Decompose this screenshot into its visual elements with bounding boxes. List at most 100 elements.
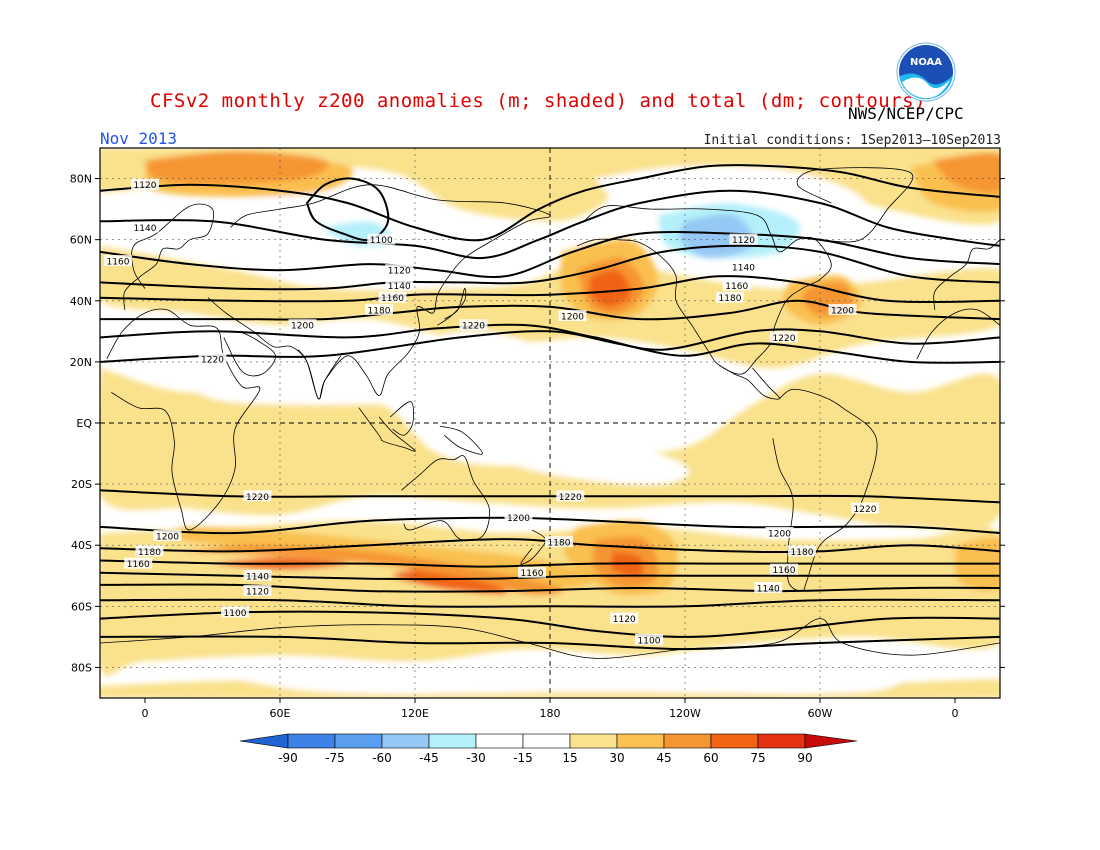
lon-tick-label: 60E (270, 707, 291, 720)
contour-label-bg (104, 255, 132, 267)
colorbar-label: 30 (609, 751, 624, 765)
coastline (933, 239, 1000, 310)
contour-label-bg (131, 178, 159, 190)
contour-label: 1120 (388, 267, 411, 277)
contour-label: 1140 (246, 572, 269, 582)
lat-tick-label: 80N (70, 173, 92, 186)
contour-label: 1120 (134, 181, 157, 191)
lat-tick-label: 60S (71, 600, 92, 613)
contour-label-bg (556, 490, 585, 502)
colorbar-swatch (616, 733, 665, 749)
contour-label-bg (610, 612, 639, 624)
coastline (390, 401, 414, 436)
contour-label: 1120 (732, 236, 755, 246)
coastline (223, 330, 276, 377)
coastline (106, 308, 261, 531)
contour-label-bg (828, 303, 857, 315)
colorbar-swatch (475, 733, 524, 749)
anomaly-area (500, 429, 689, 485)
lat-tick-label: EQ (76, 417, 92, 430)
contour-line (100, 635, 1000, 651)
contour-label-bg (243, 490, 272, 502)
colorbar-label: 75 (750, 751, 765, 765)
contour-label: 1180 (719, 294, 742, 304)
contour-label-bg (729, 233, 758, 245)
contour-label: 1140 (134, 224, 157, 234)
contour-line (100, 230, 1000, 279)
colorbar-swatch (522, 733, 571, 749)
colorbar-label: 45 (656, 751, 671, 765)
contour-line (100, 299, 1000, 321)
colorbar-swatch (428, 733, 477, 749)
contour-line (100, 275, 1000, 304)
initial-conditions-label: Initial conditions: 1Sep2013–10Sep2013 (703, 133, 1001, 148)
colorbar-label: -15 (513, 751, 533, 765)
coastline (401, 455, 491, 542)
coastline (358, 407, 416, 452)
colorbar-label: 15 (562, 751, 577, 765)
contour-line (100, 189, 1000, 260)
colorbar-swatch (757, 733, 806, 749)
contour-label: 1180 (791, 548, 814, 558)
lat-tick-label: 20S (71, 478, 92, 491)
anomaly-area (145, 151, 329, 185)
colorbar-label: -60 (372, 751, 392, 765)
contour-label-bg (635, 633, 663, 645)
contour-line (100, 164, 1000, 242)
contour-label: 1160 (773, 566, 796, 576)
contour-label-bg (124, 557, 153, 569)
contour-label-bg (716, 291, 744, 303)
anomaly-area (589, 269, 632, 307)
height-contours (100, 164, 1000, 651)
lon-tick-label: 60W (808, 707, 833, 720)
contour-line (100, 538, 1000, 554)
contour-label: 1160 (127, 560, 150, 570)
contour-label-bg (288, 319, 317, 331)
lon-tick-label: 0 (952, 707, 959, 720)
contour-line (100, 516, 1000, 535)
contour-label-bg (788, 545, 816, 557)
coastline (520, 529, 547, 565)
contour-label-bg (558, 310, 587, 322)
lat-tick-label: 20N (70, 356, 92, 369)
noaa-logo-icon: NOAA (896, 42, 956, 102)
anomaly-area (932, 152, 1000, 193)
colorbar-label: -45 (419, 751, 439, 765)
contour-label: 1200 (291, 322, 314, 332)
contour-label-bg (131, 221, 159, 233)
contour-label: 1180 (548, 539, 571, 549)
contour-line (100, 610, 1000, 638)
map-grid (100, 148, 1000, 698)
lat-tick-label: 40N (70, 295, 92, 308)
contour-line (100, 330, 1000, 364)
contour-label-bg (198, 352, 227, 364)
contour-label: 1200 (507, 514, 530, 524)
colorbar: -90 -75 -60 -45 -30 -15 15 30 45 60 75 90 (239, 733, 858, 765)
colorbar-swatch (710, 733, 759, 749)
coastline (718, 364, 780, 400)
contour-label: 1200 (831, 306, 854, 316)
forecast-period: Nov 2013 (100, 129, 178, 148)
agency-label: NWS/NCEP/CPC (848, 104, 964, 123)
contour-label: 1160 (381, 294, 404, 304)
contour-label-bg (754, 582, 783, 593)
anomaly-area (100, 367, 1000, 530)
contour-label-bg (365, 303, 393, 315)
contour-label-bg (770, 563, 798, 575)
contour-label-bg (770, 331, 798, 343)
lon-tick-label: 180 (540, 707, 561, 720)
contour-label: 1100 (370, 236, 393, 246)
colorbar-swatch (334, 733, 383, 749)
contour-label-bg (459, 319, 488, 331)
contour-line (100, 244, 1000, 291)
anomaly-area (190, 661, 904, 694)
lon-tick-label: 120W (669, 707, 701, 720)
axis-ticks: 80N 60N 40N 20N EQ 20S 40S 60S 80S 0 60E 120E 180 120… (70, 173, 1005, 720)
lat-tick-label: 80S (71, 661, 92, 674)
contour-label: 1200 (156, 533, 179, 543)
contour-label: 1180 (138, 548, 161, 558)
contour-label: 1140 (757, 585, 780, 595)
colorbar-high-arrow (804, 733, 858, 749)
colorbar-label: -30 (466, 751, 486, 765)
